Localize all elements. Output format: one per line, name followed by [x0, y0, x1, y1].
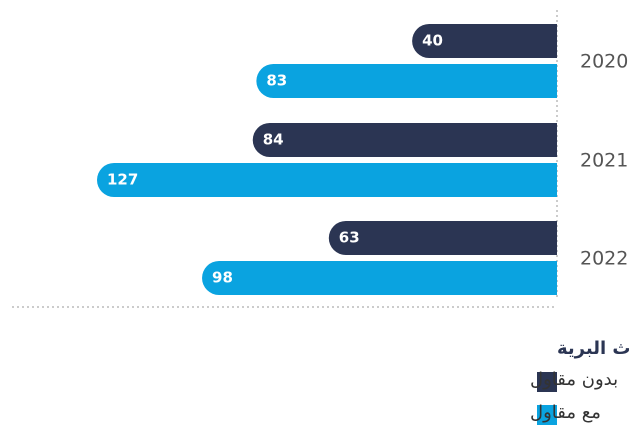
legend-label: بدون مقاول [530, 369, 618, 390]
bar [202, 261, 557, 295]
y-tick-label: 2022 [580, 248, 628, 270]
legend-title: الحوادث البرية [557, 338, 629, 359]
data-label: 63 [339, 229, 360, 247]
data-label: 40 [422, 32, 443, 50]
bar [328, 221, 557, 255]
data-label: 84 [263, 131, 284, 149]
legend-label: مع مقاول [530, 402, 601, 423]
legend-swatch [537, 405, 557, 425]
bar [97, 163, 557, 197]
bar [256, 64, 557, 98]
data-label: 98 [212, 269, 233, 287]
data-label: 127 [107, 171, 138, 189]
bar [252, 123, 557, 157]
legend-swatch [537, 372, 557, 392]
bar [412, 24, 557, 58]
data-label: 83 [266, 72, 287, 90]
y-tick-label: 2021 [580, 150, 628, 172]
y-tick-label: 2020 [580, 51, 628, 73]
